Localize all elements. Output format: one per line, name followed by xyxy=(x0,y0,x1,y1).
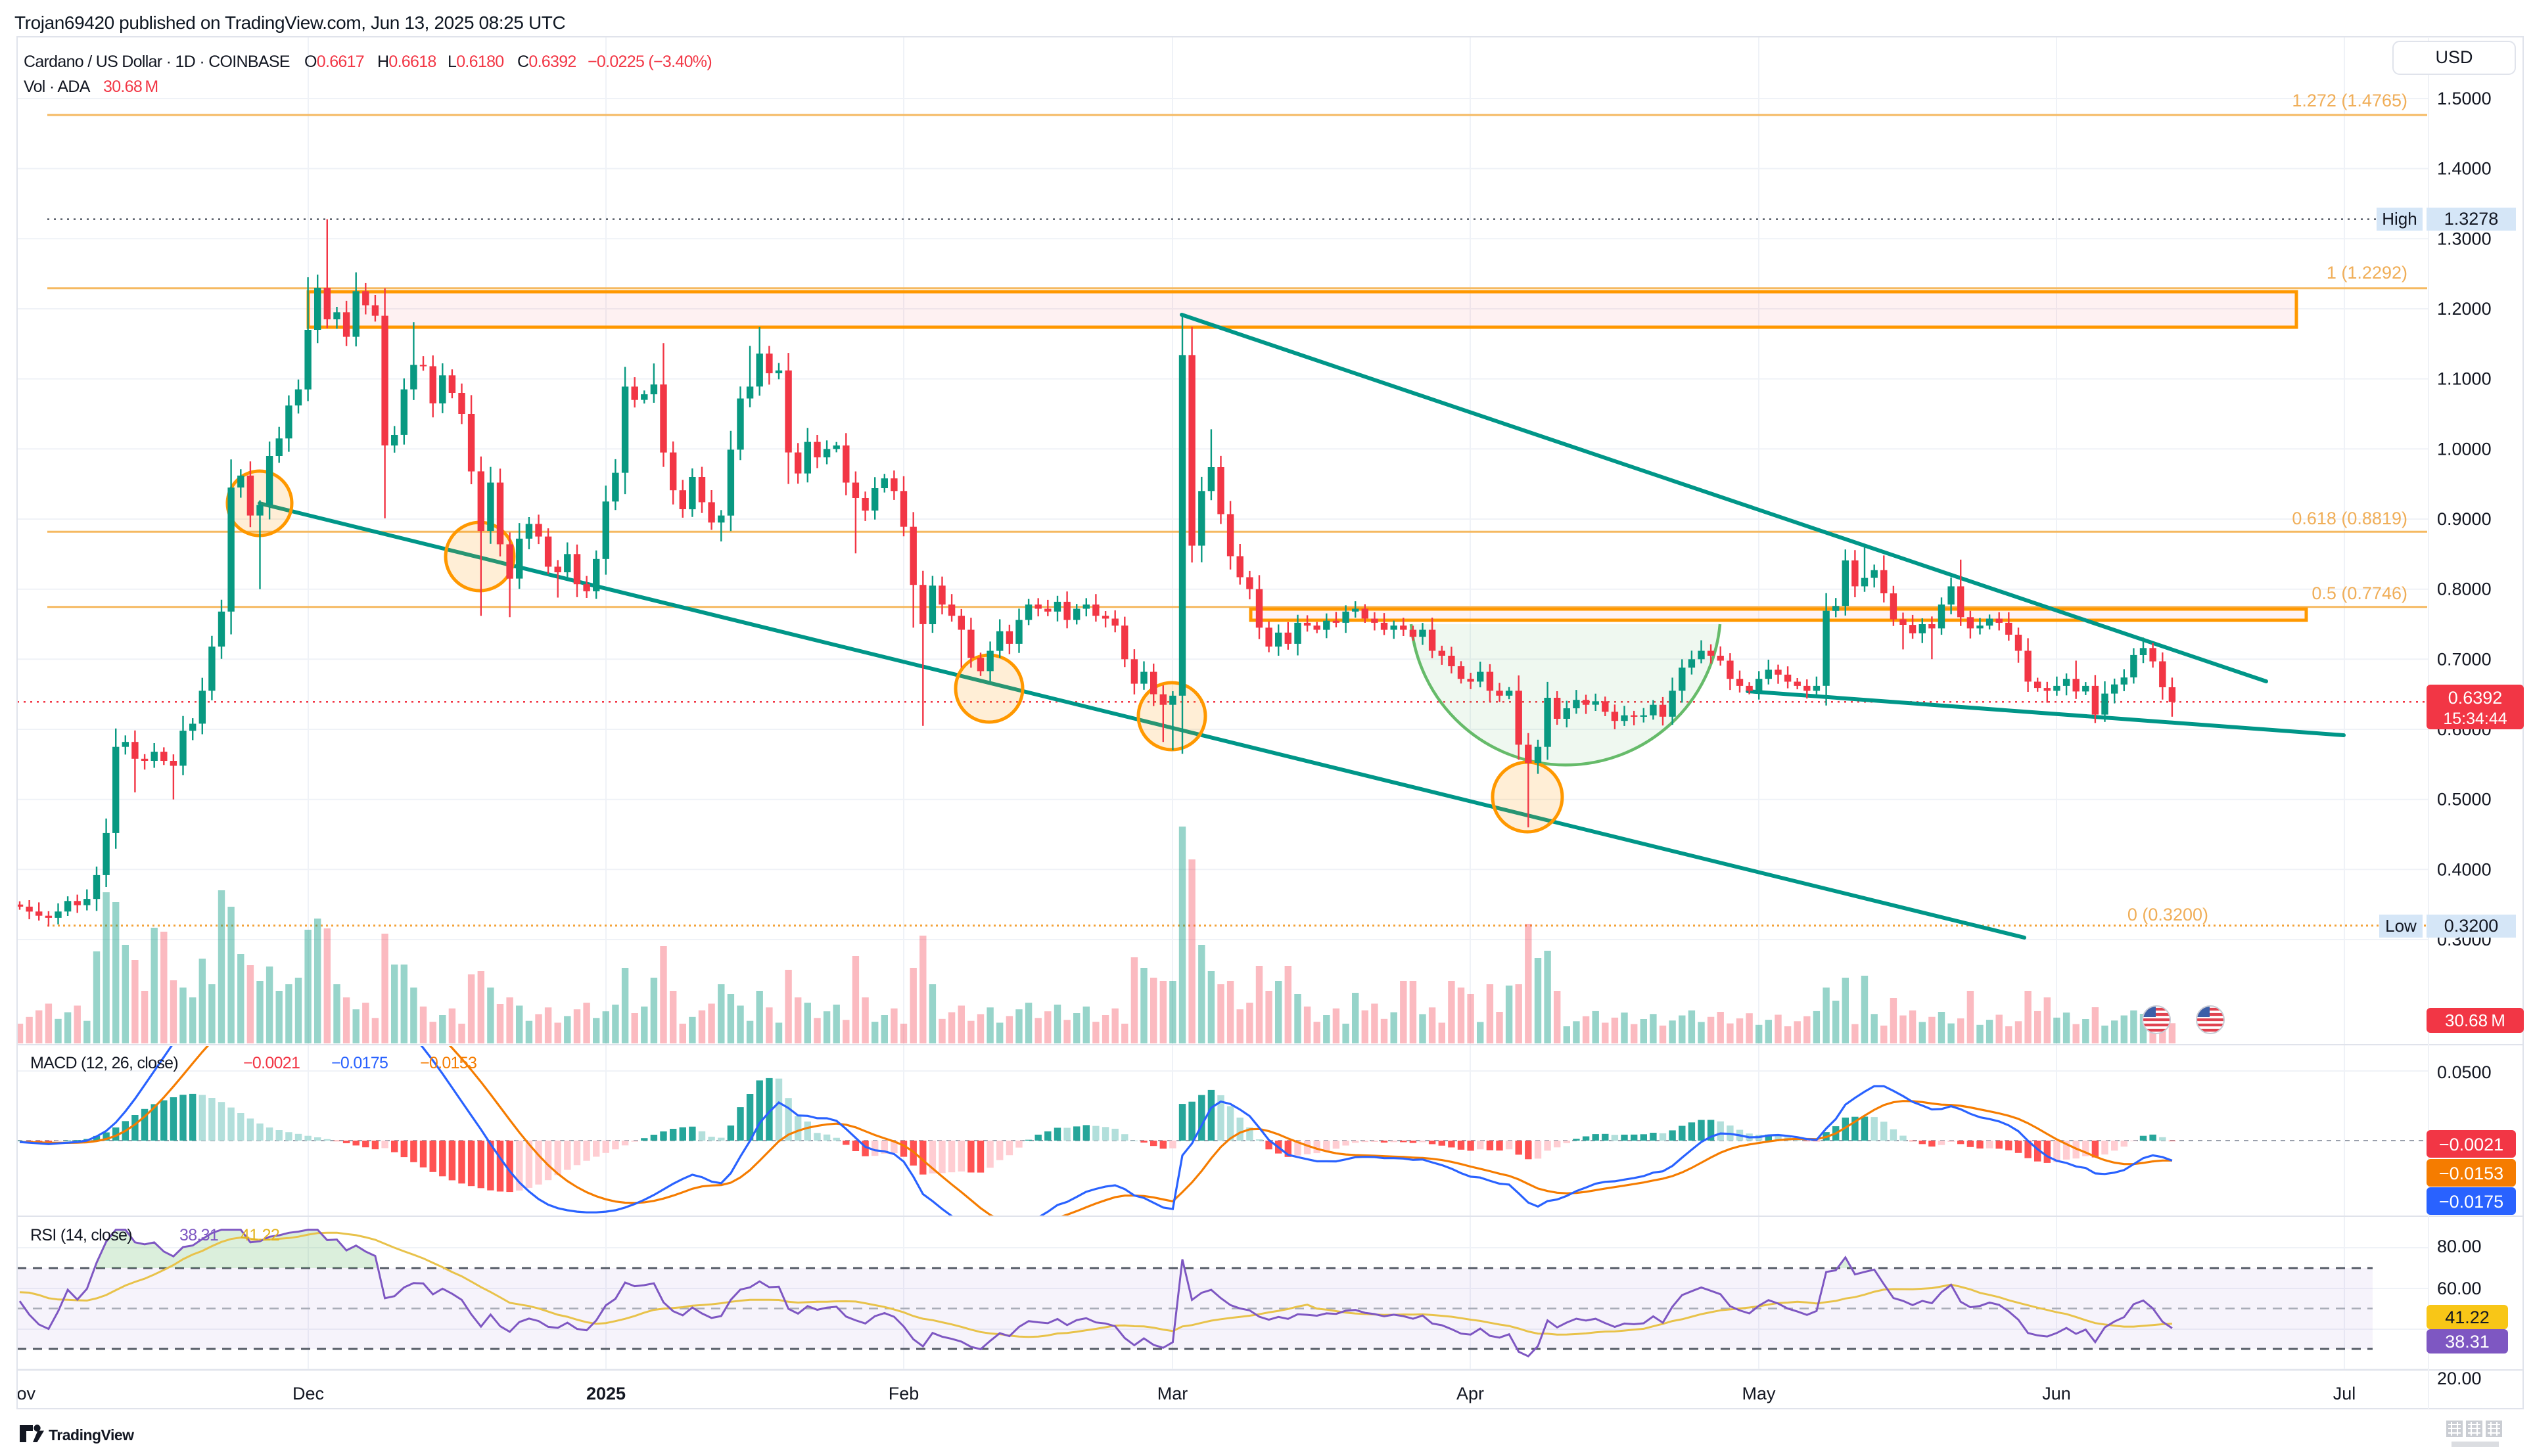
svg-text:0.7000: 0.7000 xyxy=(2437,649,2492,669)
svg-text:1.2000: 1.2000 xyxy=(2437,299,2492,319)
svg-text:Jul: Jul xyxy=(2333,1384,2356,1403)
svg-text:30.68 M: 30.68 M xyxy=(2445,1011,2505,1030)
svg-text:80.00: 80.00 xyxy=(2437,1237,2482,1256)
svg-text:0.3200: 0.3200 xyxy=(2444,916,2499,936)
svg-text:0.6392: 0.6392 xyxy=(2448,688,2503,708)
svg-text:USD: USD xyxy=(2435,47,2473,67)
svg-text:38.31: 38.31 xyxy=(179,1226,218,1244)
svg-text:2025: 2025 xyxy=(586,1384,626,1403)
svg-text:−0.0175: −0.0175 xyxy=(2439,1192,2503,1212)
svg-text:Trojan69420 published on Tradi: Trojan69420 published on TradingView.com… xyxy=(14,12,565,33)
svg-text:1.3278: 1.3278 xyxy=(2444,209,2499,229)
svg-text:1.4000: 1.4000 xyxy=(2437,159,2492,179)
svg-text:Nov: Nov xyxy=(4,1384,36,1403)
svg-text:L0.6180: L0.6180 xyxy=(448,53,503,71)
svg-text:−0.0153: −0.0153 xyxy=(420,1054,476,1072)
svg-text:High: High xyxy=(2382,209,2417,229)
svg-text:−0.0021: −0.0021 xyxy=(2439,1135,2503,1154)
svg-text:0 (0.3200): 0 (0.3200) xyxy=(2127,905,2208,924)
svg-text:May: May xyxy=(1742,1384,1776,1403)
svg-text:0.0500: 0.0500 xyxy=(2437,1062,2492,1082)
svg-text:Low: Low xyxy=(2385,916,2417,936)
svg-text:O0.6617: O0.6617 xyxy=(304,53,364,71)
svg-text:60.00: 60.00 xyxy=(2437,1279,2482,1298)
svg-text:38.31: 38.31 xyxy=(2445,1332,2490,1352)
svg-text:Cardano / US Dollar · 1D · COI: Cardano / US Dollar · 1D · COINBASE xyxy=(24,53,290,71)
svg-text:0.9000: 0.9000 xyxy=(2437,509,2492,529)
svg-text:−0.0175: −0.0175 xyxy=(331,1054,388,1072)
svg-text:15:34:44: 15:34:44 xyxy=(2443,710,2507,728)
svg-text:Feb: Feb xyxy=(889,1384,919,1403)
svg-text:−0.0021: −0.0021 xyxy=(243,1054,300,1072)
svg-text:0.8000: 0.8000 xyxy=(2437,580,2492,599)
svg-text:Vol · ADA: Vol · ADA xyxy=(24,78,91,96)
svg-text:Dec: Dec xyxy=(292,1384,324,1403)
svg-text:30.68 M: 30.68 M xyxy=(103,78,158,96)
svg-text:0.618 (0.8819): 0.618 (0.8819) xyxy=(2292,509,2407,528)
svg-text:1.0000: 1.0000 xyxy=(2437,439,2492,459)
svg-text:1.5000: 1.5000 xyxy=(2437,89,2492,108)
svg-text:41.22: 41.22 xyxy=(241,1226,279,1244)
svg-text:Apr: Apr xyxy=(1456,1384,1484,1403)
svg-text:TradingView: TradingView xyxy=(49,1426,134,1444)
svg-text:0.5 (0.7746): 0.5 (0.7746) xyxy=(2312,583,2407,603)
svg-text:Jun: Jun xyxy=(2042,1384,2071,1403)
svg-text:1.1000: 1.1000 xyxy=(2437,369,2492,389)
svg-text:RSI (14, close): RSI (14, close) xyxy=(30,1226,132,1244)
svg-text:1 (1.2292): 1 (1.2292) xyxy=(2327,263,2407,283)
svg-text:Mar: Mar xyxy=(1157,1384,1188,1403)
svg-text:1.3000: 1.3000 xyxy=(2437,229,2492,248)
svg-text:−0.0225 (−3.40%): −0.0225 (−3.40%) xyxy=(588,53,712,71)
svg-text:41.22: 41.22 xyxy=(2445,1308,2490,1327)
svg-text:−0.0153: −0.0153 xyxy=(2439,1164,2503,1183)
svg-text:0.5000: 0.5000 xyxy=(2437,790,2492,809)
svg-text:C0.6392: C0.6392 xyxy=(517,53,576,71)
svg-text:MACD (12, 26, close): MACD (12, 26, close) xyxy=(30,1054,178,1072)
svg-text:H0.6618: H0.6618 xyxy=(377,53,436,71)
svg-text:1.272 (1.4765): 1.272 (1.4765) xyxy=(2292,91,2407,110)
svg-text:0.4000: 0.4000 xyxy=(2437,859,2492,879)
svg-text:20.00: 20.00 xyxy=(2437,1369,2482,1388)
